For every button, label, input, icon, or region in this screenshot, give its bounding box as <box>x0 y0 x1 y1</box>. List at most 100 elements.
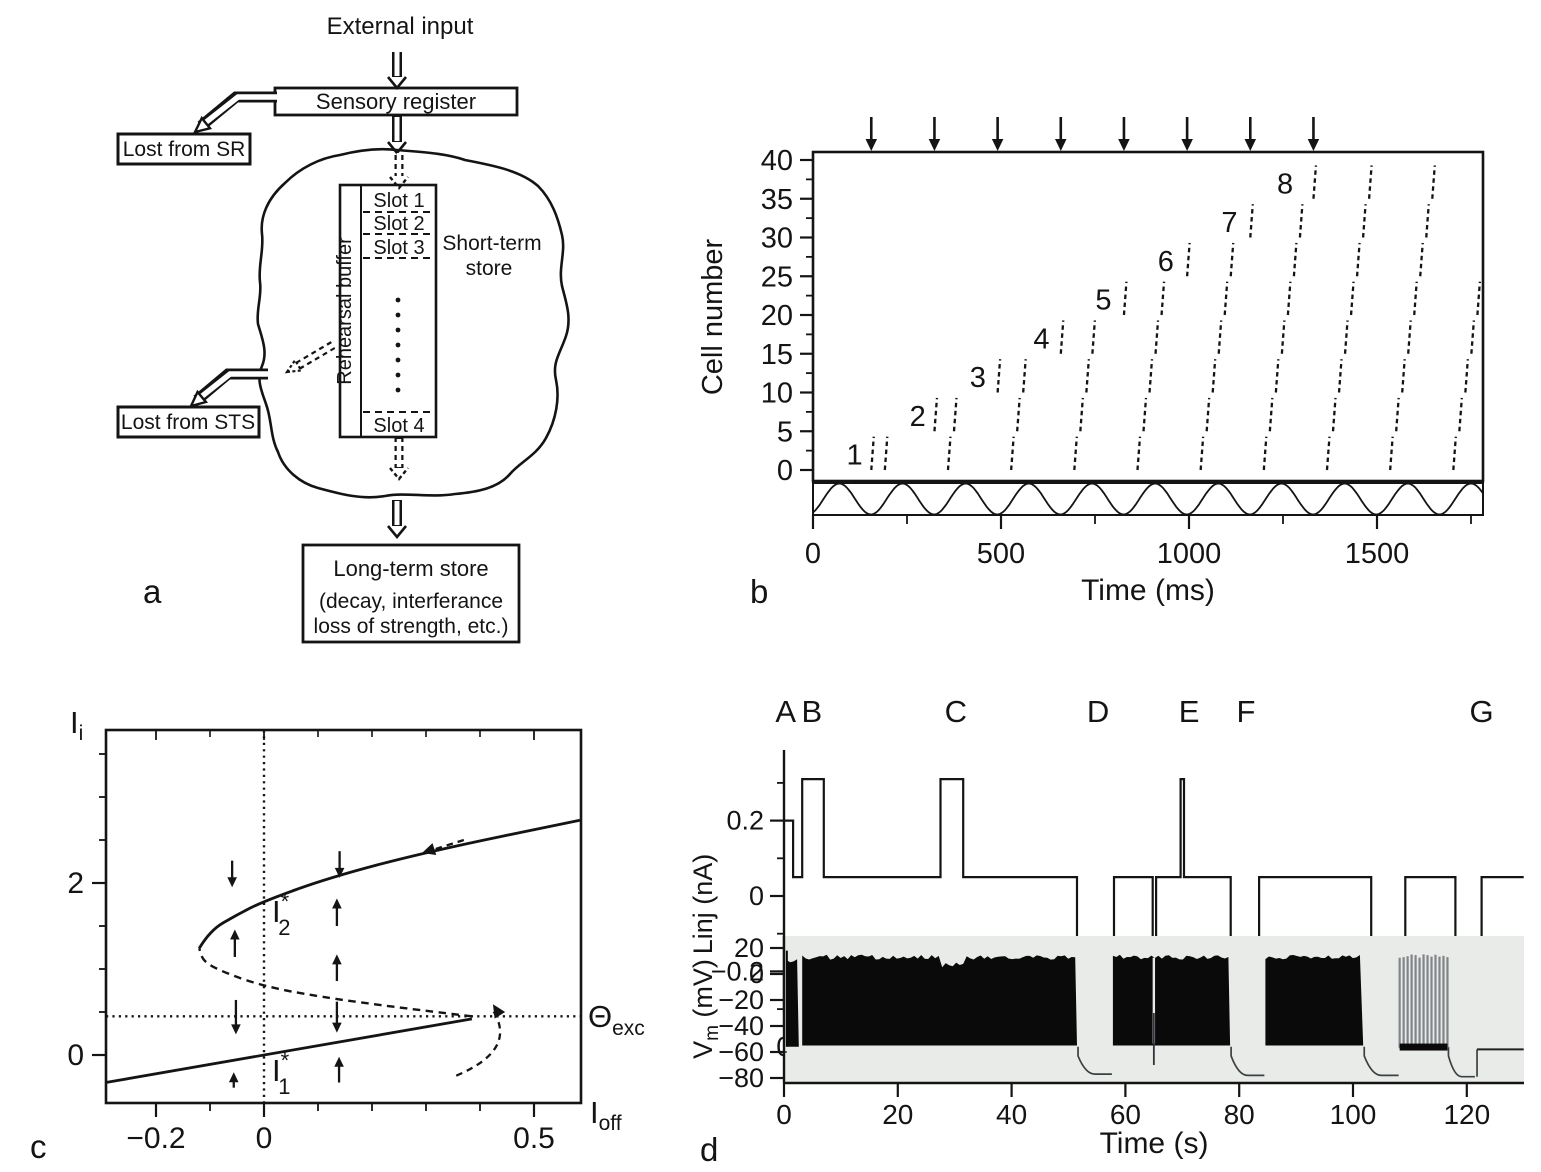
b-x-axis-title: Time (ms) <box>1081 574 1215 607</box>
tick-label: −0.2 <box>711 956 764 986</box>
tick-label: 80 <box>1224 1099 1255 1130</box>
d-top-y-axis-title: Linj (nA) <box>688 854 718 955</box>
long-term-note-line1: (decay, interferance <box>319 590 503 613</box>
sequence-label: 8 <box>1277 168 1293 200</box>
sequence-label: 7 <box>1221 207 1237 239</box>
sequence-label: 2 <box>910 401 926 433</box>
panel-b-letter: b <box>750 573 768 610</box>
sequence-label: 3 <box>970 362 986 394</box>
theta-exc-label: Θexc <box>588 999 645 1040</box>
panel-d-letter: d <box>700 1131 718 1168</box>
tick-label: 0 <box>749 959 764 989</box>
item-number-labels: 1 2 3 4 5 6 7 8 <box>846 168 1293 471</box>
tick-label: 2 <box>67 867 84 900</box>
tick-label: 20 <box>761 300 793 332</box>
stable-upper-branch <box>197 818 581 950</box>
sequence-label: 1 <box>846 440 862 472</box>
event-letter: D <box>1087 694 1109 729</box>
lost-from-sts-label: Lost from STS <box>121 411 255 434</box>
slot-3-label: Slot 3 <box>373 237 424 259</box>
tick-label: 0.2 <box>726 806 764 836</box>
tick-label: −80 <box>718 1063 764 1093</box>
unstable-middle-branch <box>198 948 473 1018</box>
fixed-point-I1-label: I* 1 <box>272 1048 290 1099</box>
fixed-point-I2-label: I* 2 <box>272 889 290 940</box>
event-letter: F <box>1237 694 1256 729</box>
tick-label: 20 <box>882 1099 913 1130</box>
tick-label: −20 <box>718 985 764 1015</box>
tick-label: 25 <box>761 261 793 293</box>
tick-label: 5 <box>777 416 793 448</box>
b-y-ticks: 0 5 10 15 20 25 30 35 40 <box>761 145 813 487</box>
tick-label: 0 <box>749 881 764 911</box>
c-y-axis-title: Ii <box>70 705 83 745</box>
panel-a-letter: a <box>143 573 162 610</box>
tick-label: 120 <box>1443 1099 1490 1130</box>
tick-label: 0 <box>805 538 821 570</box>
sequence-label: 5 <box>1095 285 1111 317</box>
vm-spiking-bands <box>786 954 1364 1065</box>
event-letter: E <box>1179 694 1200 729</box>
event-letter: G <box>1470 694 1494 729</box>
panel-b-raster: 0 500 1000 1500 0 5 10 15 20 25 30 35 40 1 2 3 4 5 6 7 8 Cel… <box>697 117 1485 610</box>
slot-2-label: Slot 2 <box>373 213 424 235</box>
tick-label: −40 <box>718 1011 764 1041</box>
tick-label: 10 <box>761 378 793 410</box>
short-term-store-label: store <box>466 257 513 280</box>
b-x-ticks: 0 500 1000 1500 <box>805 515 1472 570</box>
b-y-axis-title: Cell number <box>697 238 729 395</box>
tick-label: 60 <box>1110 1099 1141 1130</box>
tick-label: 500 <box>977 538 1025 570</box>
dashed-down-arrow-icon <box>389 153 409 190</box>
lost-from-sr-label: Lost from SR <box>123 138 246 161</box>
tick-label: 40 <box>996 1099 1027 1130</box>
sequence-label: 4 <box>1033 323 1049 355</box>
tick-label: 0 <box>776 1099 792 1130</box>
tick-label: 1500 <box>1345 538 1410 570</box>
d-bottom-y-axis-title: Vm (mV) <box>688 959 723 1059</box>
tick-label: 35 <box>761 184 793 216</box>
hysteresis-jump-arrow <box>455 1009 502 1077</box>
lost-from-sts-arrow-icon <box>188 368 270 408</box>
external-input-label: External input <box>327 13 474 40</box>
d-x-axis-title: Time (s) <box>1100 1127 1209 1160</box>
tick-label: 15 <box>761 339 793 371</box>
flow-direction-arrows <box>227 851 345 1088</box>
panel-c-bifurcation: −0.2 0 0.5 0 2 Ii Ioff Θexc I* 2 I* 1 c <box>30 705 645 1165</box>
long-term-note-line2: loss of strength, etc.) <box>314 615 509 638</box>
tick-label: 0 <box>256 1122 273 1155</box>
tonic-spiking-band <box>1398 954 1449 1051</box>
down-arrow-icon <box>386 50 408 91</box>
raster-plot-area: 0 500 1000 1500 0 5 10 15 20 25 30 35 40 1 2 3 4 5 6 7 8 <box>761 117 1485 570</box>
lost-from-sr-box <box>116 132 252 166</box>
lost-from-sts-box <box>116 405 261 439</box>
event-letter: B <box>802 694 823 729</box>
tick-label: 1000 <box>1157 538 1222 570</box>
tick-label: 0 <box>777 455 793 487</box>
sequence-label: 6 <box>1158 246 1174 278</box>
rehearsal-buffer-label: Rehearsal buffer <box>334 237 356 385</box>
tick-label: 100 <box>1330 1099 1377 1130</box>
short-term-store-blob <box>256 147 570 499</box>
down-arrow-icon <box>386 116 408 156</box>
long-term-store-label: Long-term store <box>333 556 488 581</box>
c-x-axis-title: Ioff <box>590 1095 622 1135</box>
stable-lower-branch <box>105 1017 473 1084</box>
sensory-register-label: Sensory register <box>316 89 476 114</box>
tick-label: 40 <box>761 145 793 177</box>
down-arrow-icon <box>386 500 408 540</box>
tick-label: 0.5 <box>513 1122 555 1155</box>
tick-label: 0 <box>67 1039 84 1072</box>
lost-from-sr-arrow-icon <box>192 91 279 134</box>
long-term-store-box <box>301 543 521 644</box>
c-ticks: −0.2 0 0.5 0 2 <box>67 730 555 1155</box>
panel-a-diagram: External input Sensory register Lost fro… <box>116 13 570 644</box>
theta-oscillation-wave <box>812 482 1484 516</box>
tick-label: 30 <box>761 223 793 255</box>
